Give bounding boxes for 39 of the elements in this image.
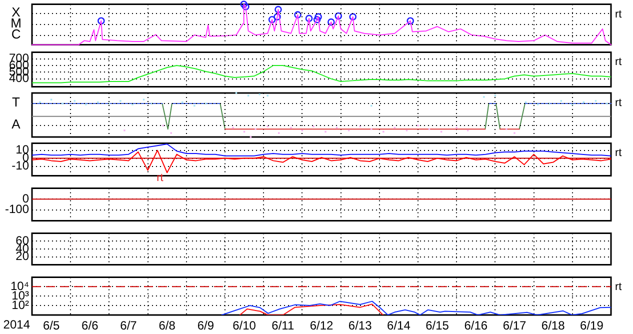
point	[98, 17, 105, 25]
text: C	[11, 26, 21, 42]
x-axis-title: 2014	[3, 317, 30, 332]
text: X	[12, 4, 21, 20]
text: T	[12, 94, 20, 110]
point	[268, 16, 276, 24]
x-tick-label: 6/8	[158, 318, 176, 333]
point	[406, 17, 414, 25]
x-tick-label: 6/6	[82, 318, 99, 333]
x-tick-label: 6/13	[348, 318, 372, 333]
point	[349, 13, 357, 20]
x-tick-label: 6/10	[232, 318, 256, 333]
text: rt	[615, 8, 622, 20]
x-tick-label: 6/12	[310, 318, 334, 333]
x-tick-label: 6/5	[42, 318, 60, 333]
x-tick-label: 6/14	[387, 318, 411, 333]
text: rt	[615, 147, 622, 160]
point	[240, 0, 248, 8]
text: A	[12, 116, 21, 132]
text: rt	[615, 97, 622, 110]
text: rt	[615, 56, 622, 68]
point	[314, 13, 322, 20]
point	[334, 12, 342, 20]
point	[242, 3, 250, 10]
point	[313, 16, 321, 24]
x-tick-label: 6/19	[580, 318, 604, 333]
point	[274, 6, 282, 14]
x-tick-label: 6/11	[272, 318, 294, 333]
point	[274, 13, 281, 20]
x-tick-label: 6/17	[502, 318, 526, 333]
point	[305, 14, 313, 22]
x-tick-label: 6/9	[197, 318, 214, 333]
x-tick-label: 6/18	[541, 318, 566, 333]
point	[328, 18, 335, 26]
x-tick-label: 6/15	[426, 318, 450, 333]
text: rt	[615, 281, 622, 294]
point	[294, 11, 302, 18]
x-tick-label: 6/7	[120, 318, 138, 333]
x-tick-label: 6/16	[464, 318, 488, 333]
